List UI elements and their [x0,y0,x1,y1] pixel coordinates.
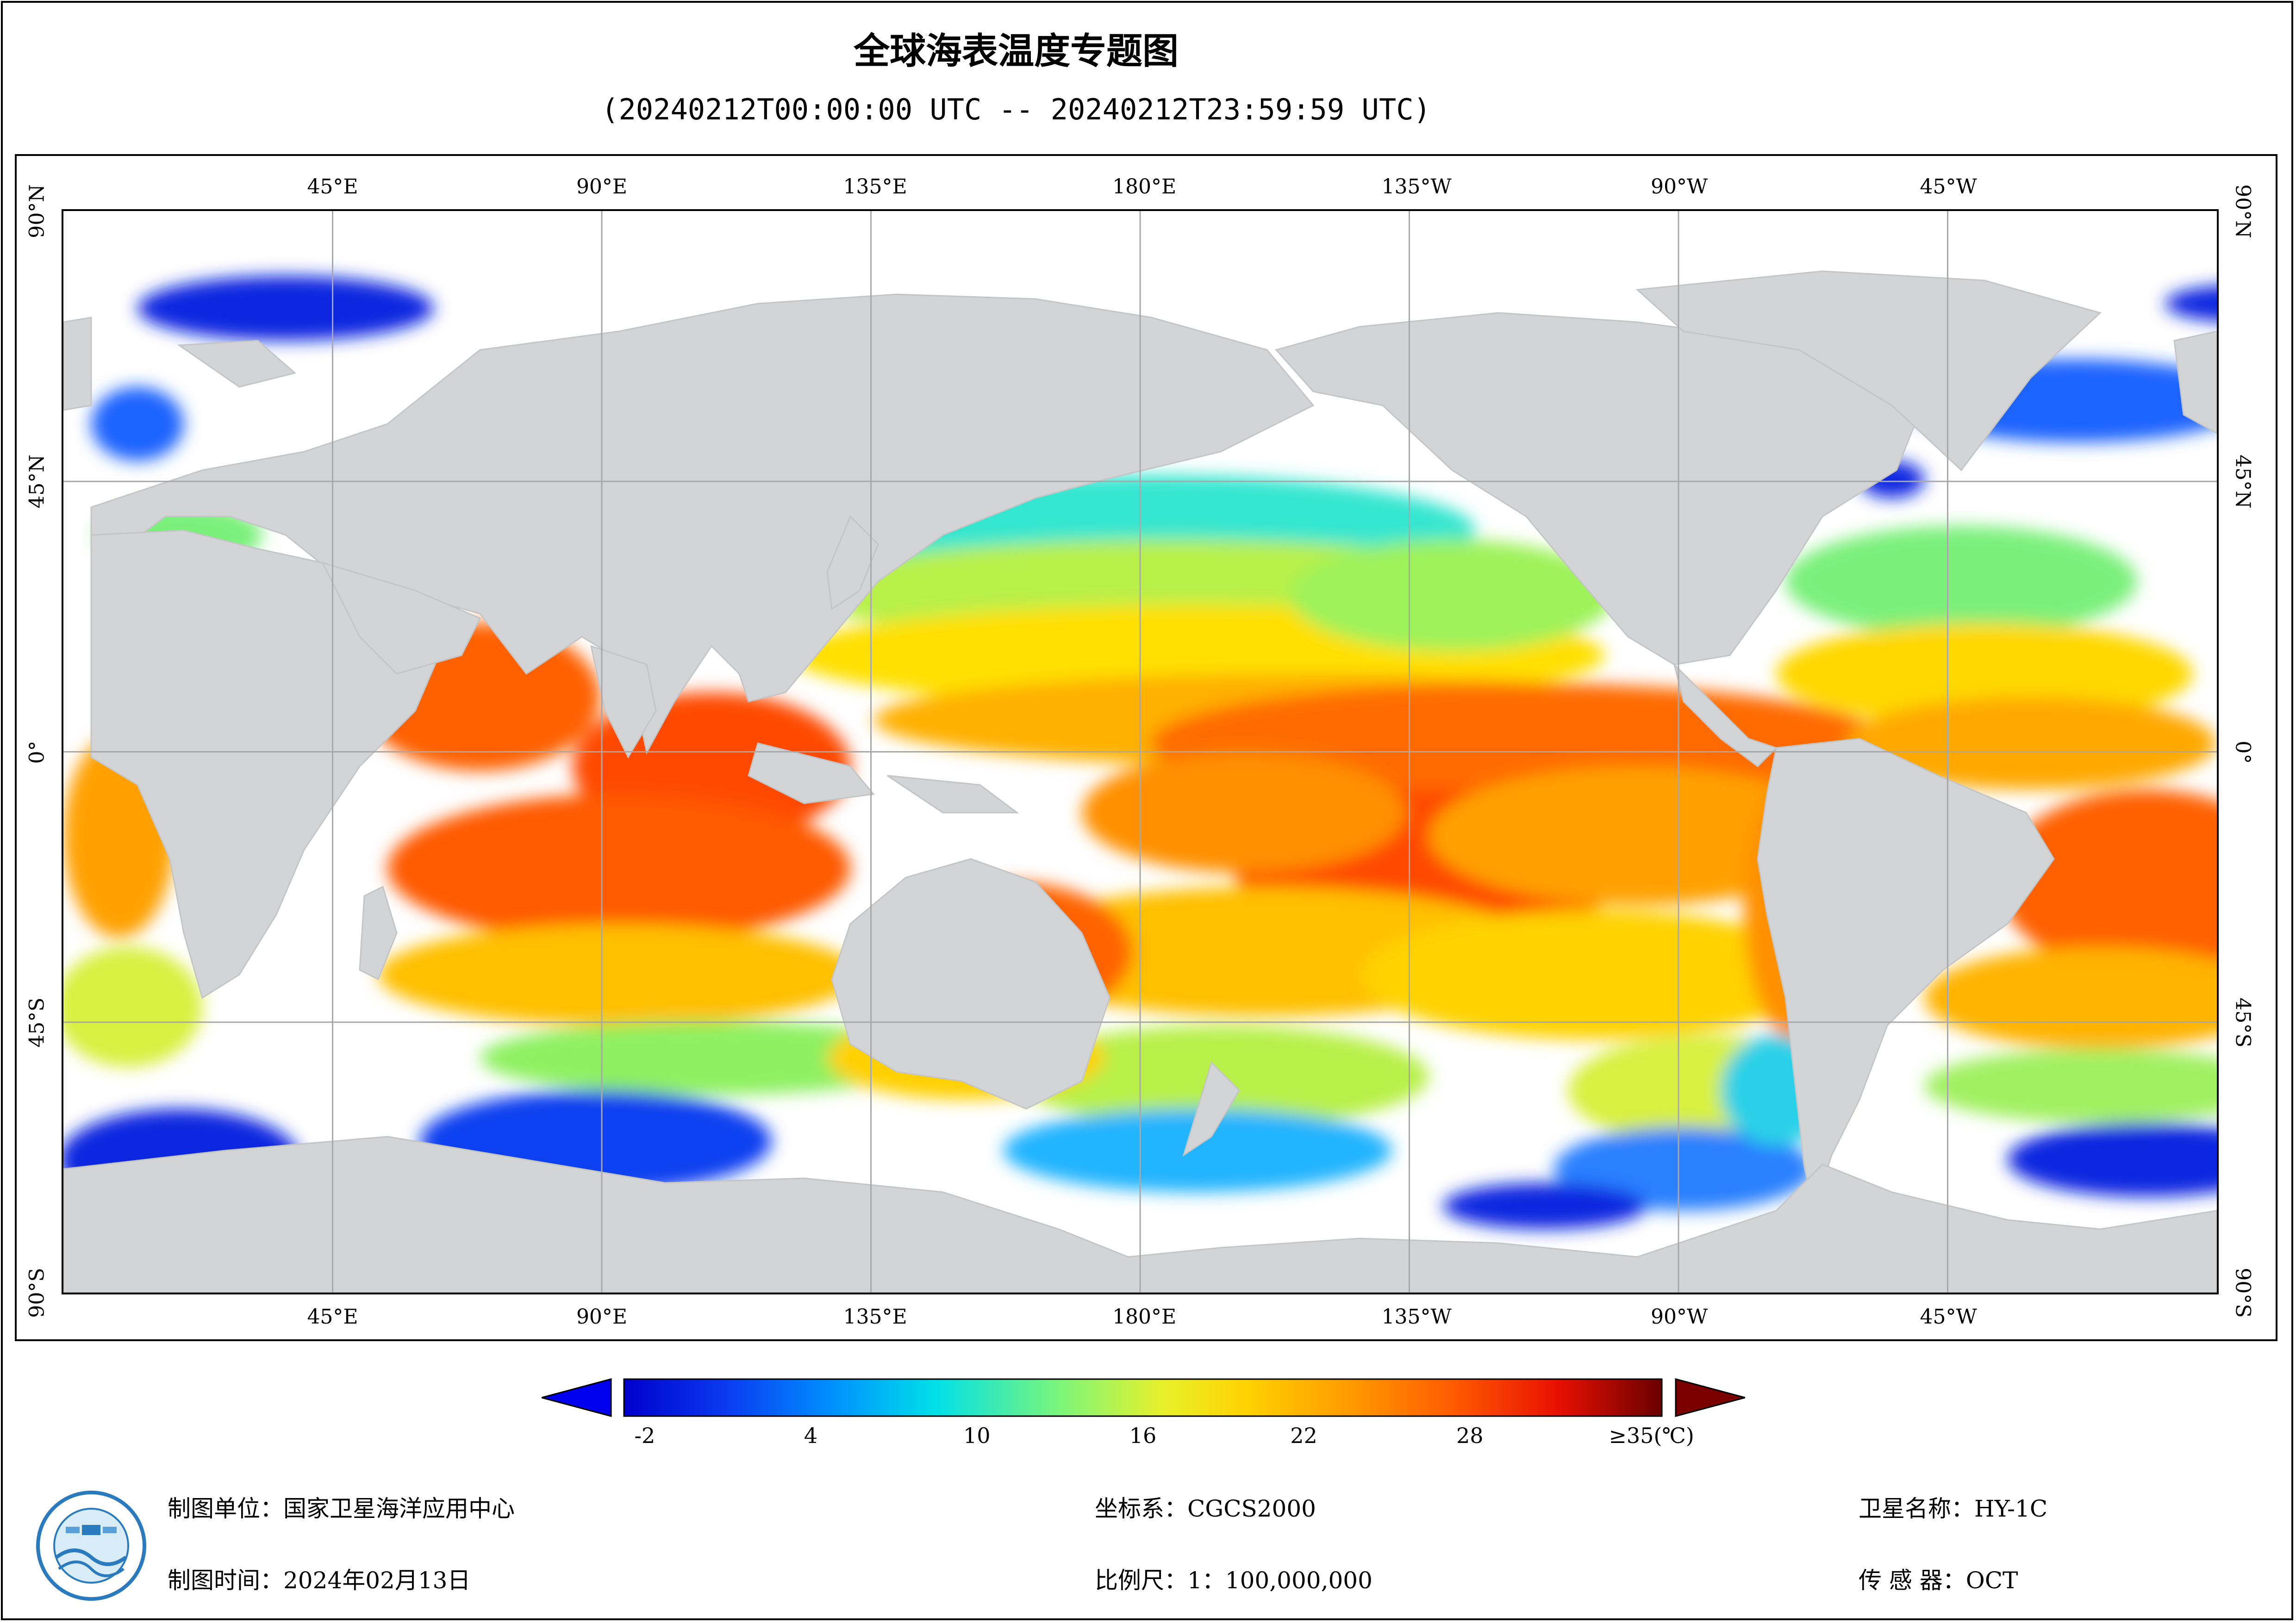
latitude-label-left: 45°S [25,997,49,1048]
longitude-label: 90°E [576,175,628,199]
longitude-label: 135°W [1381,175,1452,199]
colorbar-tick-label: -2 [634,1423,655,1448]
colorbar-tick-label: 28 [1456,1423,1484,1448]
satellite-name: 卫星名称：HY-1C [1859,1495,2048,1522]
longitude-label: 135°E [843,175,907,199]
colorbar-tick-label: 4 [804,1423,818,1448]
colorbar-tick-label: 22 [1290,1423,1317,1448]
colorbar-tick-label: 10 [963,1423,991,1448]
longitude-label: 180°E [1112,175,1177,199]
map-producer: 制图单位：国家卫星海洋应用中心 [168,1495,515,1522]
latitude-label-right: 45°N [2231,454,2255,509]
latitude-label-right: 90°S [2231,1268,2255,1318]
latitude-label-left: 90°S [25,1268,49,1318]
colorbar-max-arrow [1675,1378,1748,1417]
longitude-label: 180°E [1112,1305,1177,1329]
colorbar-min-arrow [539,1378,612,1417]
map-time-range: (20240212T00:00:00 UTC -- 20240212T23:59… [601,93,1431,126]
longitude-label: 90°W [1651,1305,1708,1329]
map-title: 全球海表温度专题图 [853,31,1179,72]
longitude-label: 135°W [1381,1305,1452,1329]
colorbar-gradient [623,1378,1663,1417]
map-scale: 比例尺：1：100,000,000 [1095,1567,1373,1594]
map-area[interactable] [62,209,2219,1294]
latitude-label-left: 90°N [25,184,49,238]
longitude-label: 90°E [576,1305,628,1329]
latitude-label-right: 90°N [2231,184,2255,238]
longitude-label: 135°E [843,1305,907,1329]
graticule [63,211,2217,1293]
latitude-label-right: 45°S [2231,997,2255,1048]
longitude-label: 45°E [307,175,358,199]
sensor-name: 传 感 器：OCT [1859,1567,2018,1594]
longitude-label: 45°E [307,1305,358,1329]
map-frame [15,154,2277,1341]
latitude-label-left: 0° [25,740,49,764]
latitude-label-right: 0° [2231,740,2255,764]
latitude-label-left: 45°N [25,454,49,509]
longitude-label: 45°W [1920,175,1977,199]
colorbar-tick-label: ≥35(℃) [1609,1423,1694,1448]
colorbar [539,1374,1748,1421]
longitude-label: 45°W [1920,1305,1977,1329]
nsoas-logo [33,1488,149,1604]
coordinate-system: 坐标系：CGCS2000 [1095,1495,1316,1522]
longitude-label: 90°W [1651,175,1708,199]
colorbar-tick-label: 16 [1129,1423,1157,1448]
map-production-date: 制图时间：2024年02月13日 [168,1567,471,1594]
